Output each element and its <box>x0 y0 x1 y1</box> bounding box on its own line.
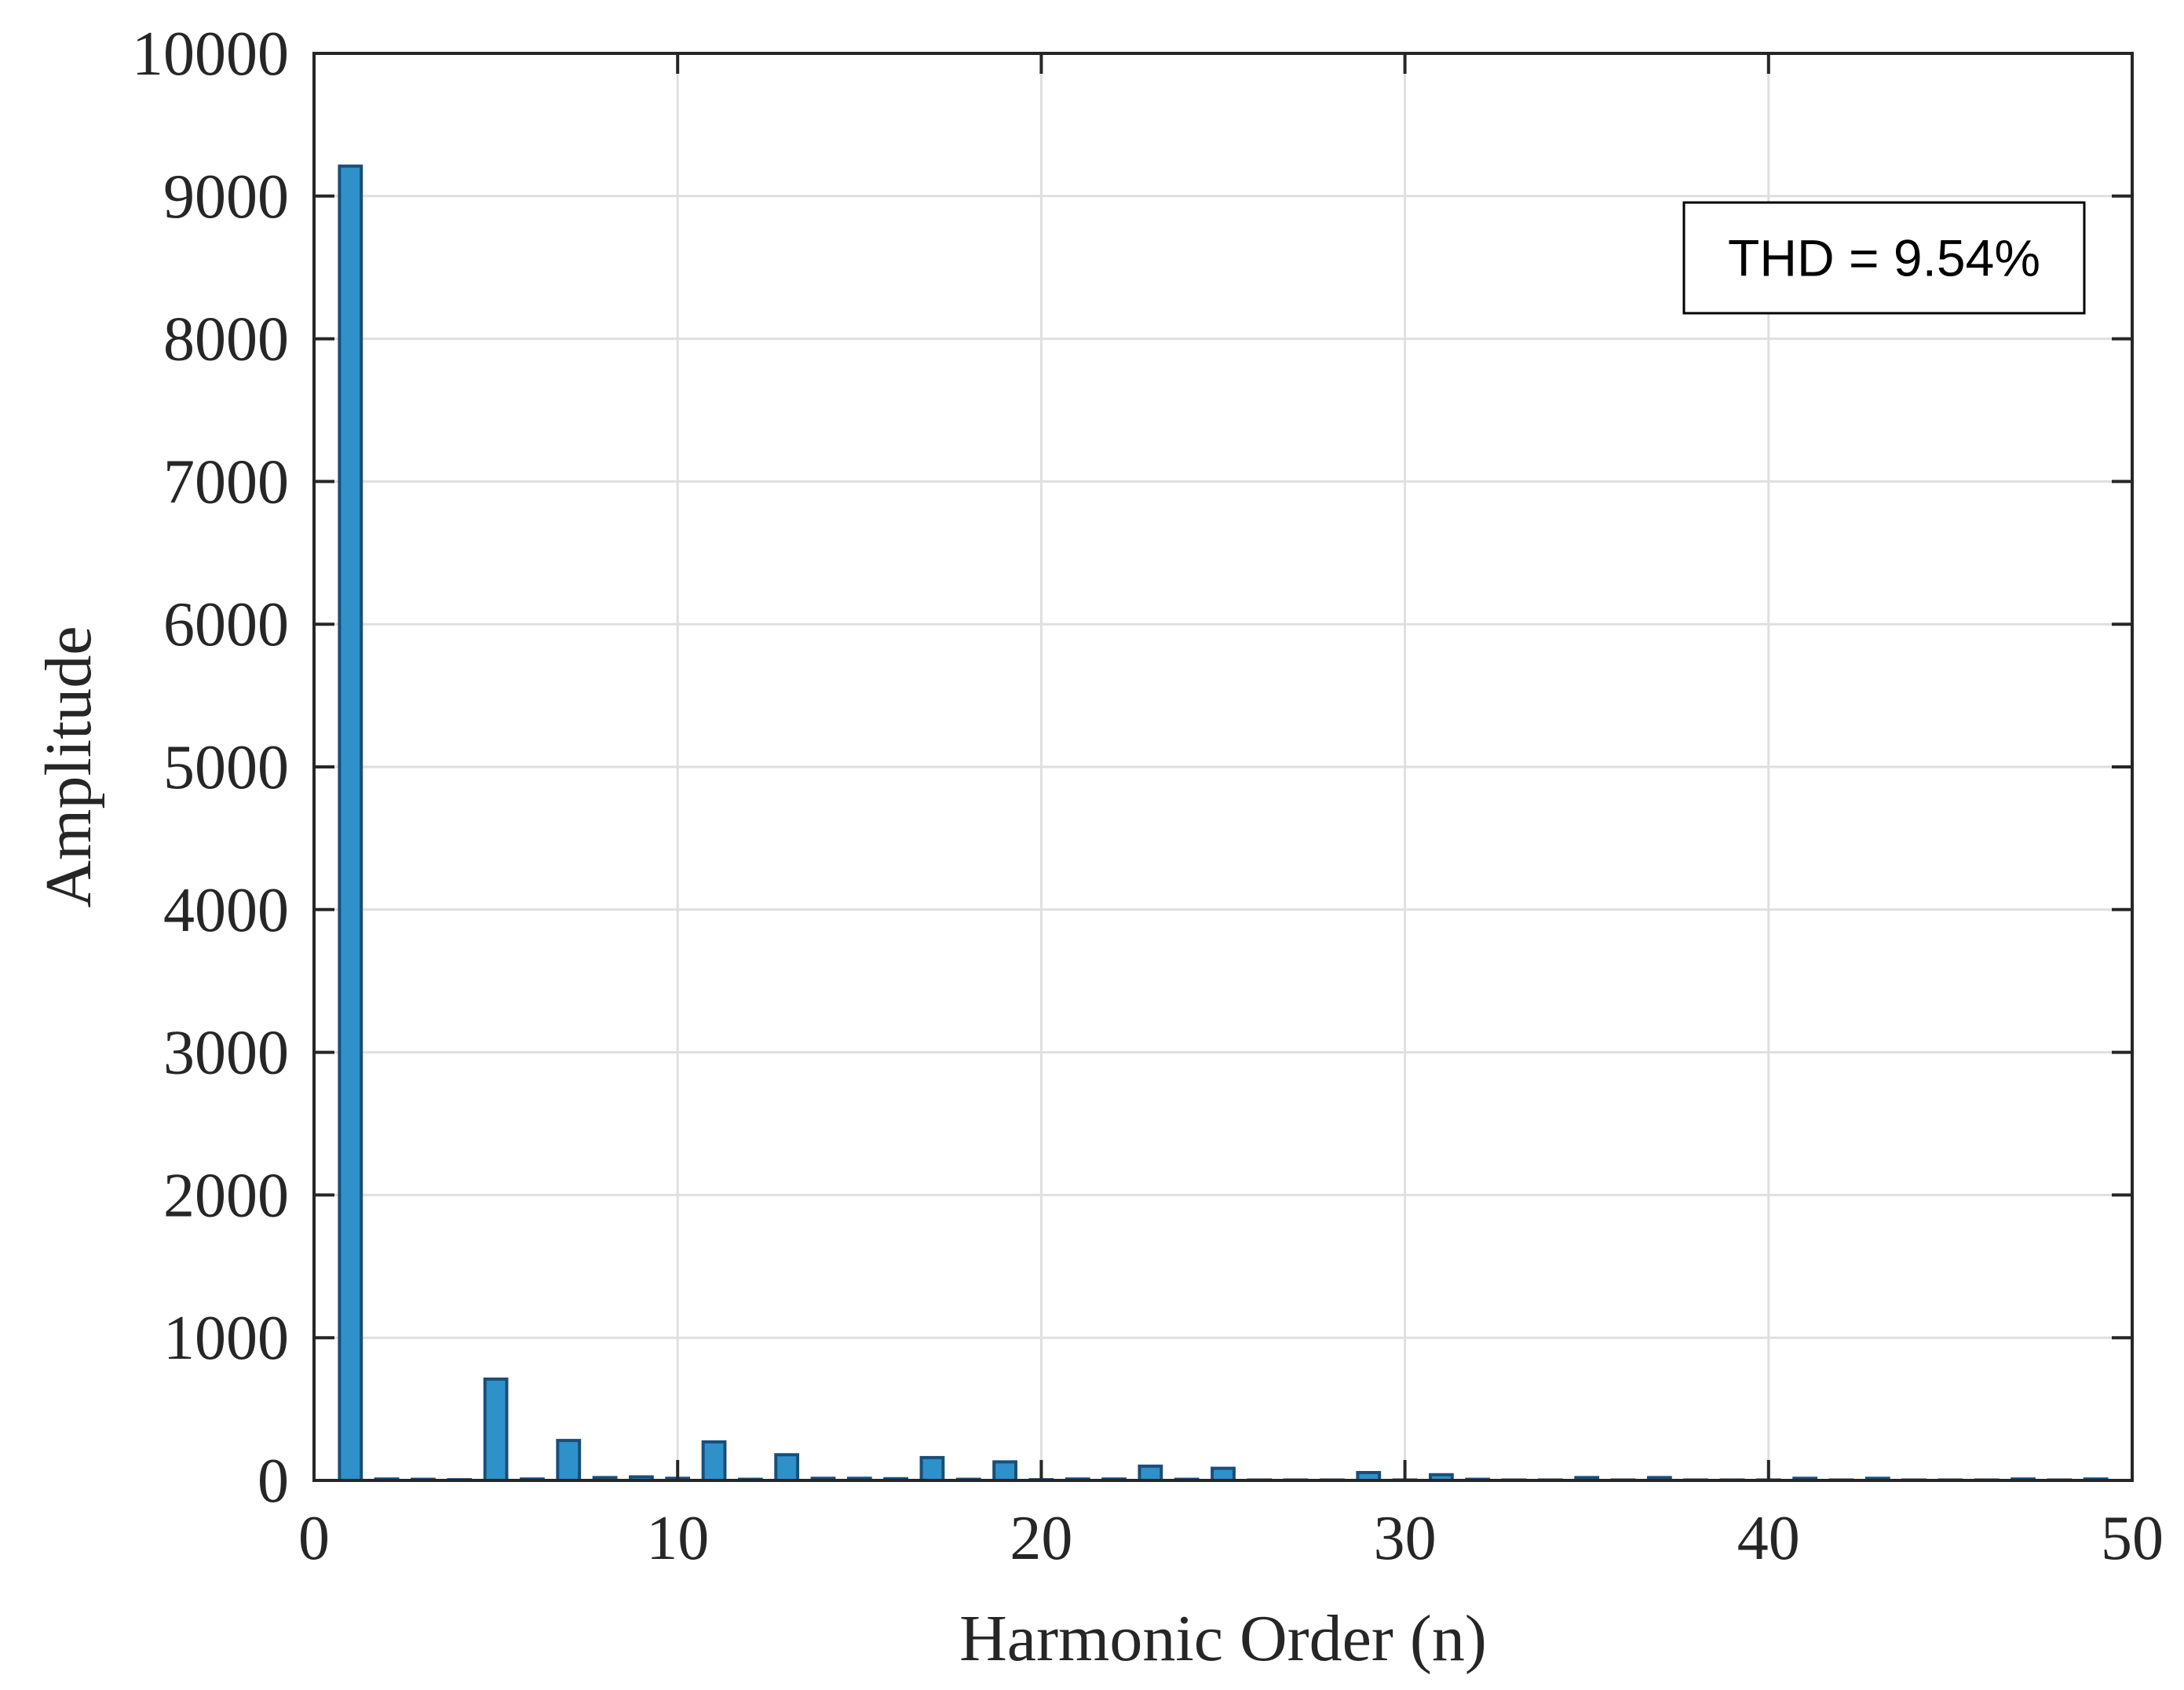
x-tick-label: 30 <box>1374 1504 1437 1573</box>
y-tick-label: 6000 <box>163 590 289 659</box>
bar-harmonic-23 <box>1138 1464 1163 1482</box>
grid-lines <box>314 53 2132 1480</box>
y-tick-label: 2000 <box>163 1161 289 1230</box>
y-tick-label: 0 <box>257 1447 289 1516</box>
bar-harmonic-13 <box>774 1453 800 1482</box>
bar-harmonic-7 <box>556 1439 582 1482</box>
x-tick-label: 10 <box>646 1504 709 1573</box>
bar-harmonic-11 <box>701 1440 727 1482</box>
thd-annotation-text: THD = 9.54% <box>1728 229 2040 287</box>
x-tick-labels: 0 10 20 30 40 50 <box>298 1504 2164 1573</box>
y-tick-label: 7000 <box>163 447 289 516</box>
y-tick-label: 5000 <box>163 733 289 802</box>
y-tick-label: 4000 <box>163 876 289 945</box>
x-tick-label: 50 <box>2101 1504 2164 1573</box>
y-tick-labels: 0 1000 2000 3000 4000 5000 6000 7000 8000 9000 100… <box>132 20 289 1516</box>
bar-harmonic-17 <box>919 1455 945 1482</box>
y-tick-label: 3000 <box>163 1019 289 1088</box>
x-tick-label: 20 <box>1010 1504 1072 1573</box>
y-tick-label: 10000 <box>132 20 289 89</box>
thd-annotation-box <box>1682 201 2086 315</box>
x-tick-label: 0 <box>298 1504 330 1573</box>
y-tick-label: 8000 <box>163 305 289 374</box>
bar-harmonic-5 <box>483 1377 509 1482</box>
bar-harmonic-1 <box>338 164 363 1483</box>
y-tick-label: 1000 <box>163 1304 289 1373</box>
x-axis-title: Harmonic Order (n) <box>959 1602 1487 1675</box>
thd-annotation: THD = 9.54% <box>1682 201 2086 315</box>
y-axis-title: Amplitude <box>32 626 105 907</box>
bar-harmonic-25 <box>1211 1466 1236 1482</box>
bar-harmonic-19 <box>992 1460 1017 1482</box>
tick-marks <box>312 52 2134 1482</box>
x-tick-label: 40 <box>1737 1504 1800 1573</box>
y-tick-label: 9000 <box>163 162 289 232</box>
